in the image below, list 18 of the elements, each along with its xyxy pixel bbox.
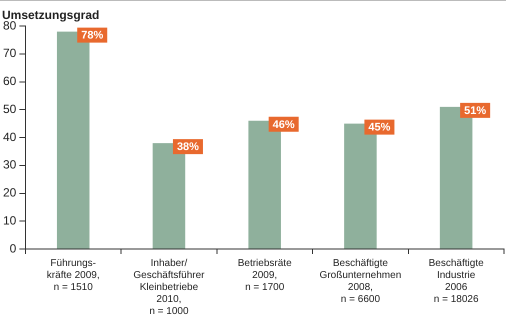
- y-tick-label: 60: [2, 74, 17, 88]
- x-tick-label: Beschäftigte Großunternehmen 2008, n = 6600: [320, 258, 402, 305]
- data-label: 46%: [272, 118, 295, 131]
- x-tick-label: Inhaber/ Geschäftsführer Kleinbetriebe 2010, n = 1000: [133, 258, 206, 317]
- x-tick-label: Beschäftigte Industrie 2006 n = 18026: [428, 258, 484, 305]
- y-tick-label: 20: [2, 186, 17, 200]
- data-label: 38%: [176, 141, 200, 154]
- y-tick-label: 30: [2, 158, 17, 172]
- data-label: 51%: [464, 104, 486, 117]
- x-tick-label: Betriebsräte 2009, n = 1700: [238, 258, 292, 293]
- y-tick-label: 0: [10, 241, 17, 256]
- y-tick-label: 50: [2, 102, 17, 116]
- data-label: 45%: [368, 122, 391, 134]
- y-tick-label: 70: [2, 46, 17, 60]
- y-tick-label: 40: [2, 130, 17, 144]
- x-tick-label: Führungs- kräfte 2009, n = 1510: [46, 258, 100, 293]
- y-tick-label: 10: [2, 213, 17, 228]
- data-label: 78%: [81, 30, 104, 42]
